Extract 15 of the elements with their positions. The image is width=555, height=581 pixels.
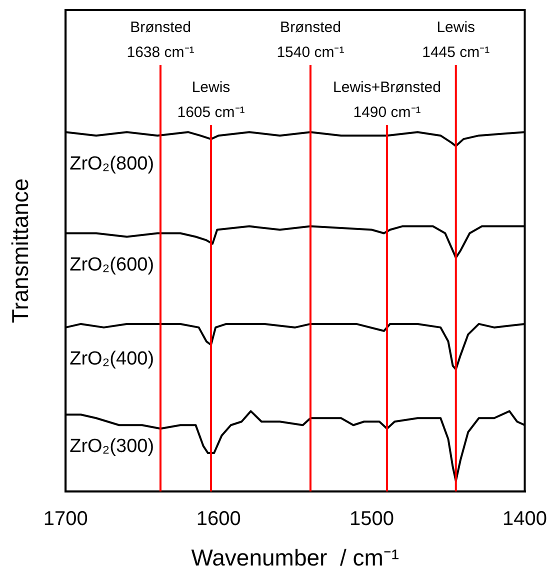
ref-line-label: Brønsted 1540 cm⁻¹ (276, 19, 344, 62)
y-axis-title: Transmittance (7, 178, 34, 324)
x-axis-title: Wavenumber / cm⁻¹ (191, 544, 400, 571)
series-label: ZrO₂(800) (70, 153, 154, 174)
x-tick-label: 1500 (349, 508, 394, 530)
x-tick-label: 1600 (196, 508, 241, 530)
series-label: ZrO₂(300) (70, 436, 154, 457)
ref-line-label: Lewis+Brønsted 1490 cm⁻¹ (333, 79, 441, 122)
x-tick-label: 1700 (43, 508, 88, 530)
x-tick-label: 1400 (502, 508, 548, 530)
ref-line-label: Lewis 1445 cm⁻¹ (422, 19, 490, 62)
ref-line-label: Lewis 1605 cm⁻¹ (177, 79, 245, 122)
series-label: ZrO₂(400) (70, 348, 154, 370)
series-label: ZrO₂(600) (70, 254, 154, 276)
ref-line-label: Brønsted 1638 cm⁻¹ (126, 19, 194, 62)
